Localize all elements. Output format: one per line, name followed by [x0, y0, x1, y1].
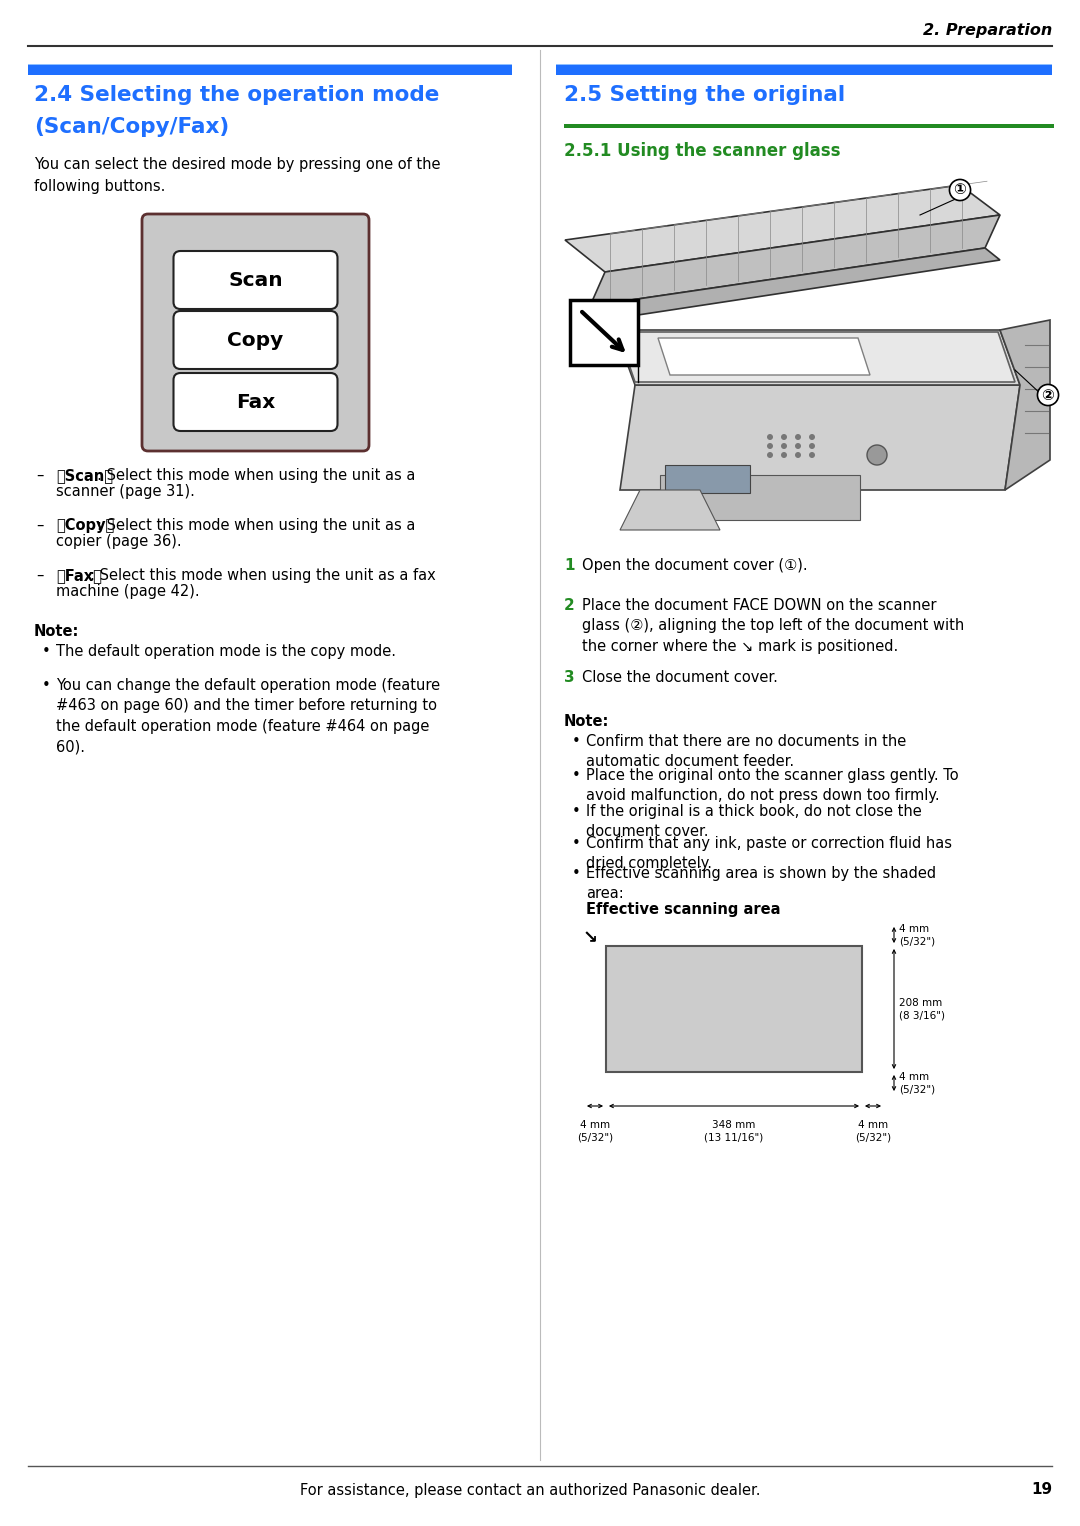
Polygon shape	[1000, 320, 1050, 490]
Text: •: •	[572, 734, 581, 749]
Polygon shape	[590, 249, 1000, 320]
Text: 348 mm
(13 11/16"): 348 mm (13 11/16")	[704, 1120, 764, 1143]
Text: scanner (page 31).: scanner (page 31).	[56, 484, 194, 499]
Text: 2.5 Setting the original: 2.5 Setting the original	[564, 85, 846, 105]
Text: 1: 1	[564, 559, 575, 572]
Circle shape	[781, 452, 787, 458]
Text: 2: 2	[564, 598, 575, 613]
FancyBboxPatch shape	[174, 311, 337, 369]
Text: machine (page 42).: machine (page 42).	[56, 584, 200, 600]
Text: Note:: Note:	[33, 624, 79, 639]
Circle shape	[795, 443, 801, 449]
Polygon shape	[658, 337, 870, 375]
Text: •: •	[572, 768, 581, 783]
Circle shape	[809, 433, 815, 439]
Bar	[28, 64, 512, 69]
Text: For assistance, please contact an authorized Panasonic dealer.: For assistance, please contact an author…	[300, 1482, 760, 1497]
Text: •: •	[572, 865, 581, 881]
Bar	[564, 124, 1054, 128]
Bar	[556, 66, 1052, 75]
Text: 208 mm
(8 3/16"): 208 mm (8 3/16")	[899, 998, 945, 1021]
Text: Confirm that there are no documents in the
automatic document feeder.: Confirm that there are no documents in t…	[586, 734, 906, 769]
Circle shape	[781, 443, 787, 449]
FancyBboxPatch shape	[141, 214, 369, 452]
Polygon shape	[565, 185, 1000, 272]
Text: Place the original onto the scanner glass gently. To
avoid malfunction, do not p: Place the original onto the scanner glas…	[586, 768, 959, 803]
Circle shape	[809, 452, 815, 458]
Polygon shape	[618, 333, 1015, 382]
Bar	[556, 64, 1052, 69]
Text: Fax: Fax	[235, 392, 275, 412]
Text: 【Fax】: 【Fax】	[56, 568, 102, 583]
Text: ①: ①	[954, 183, 967, 197]
Text: Effective scanning area is shown by the shaded
area:: Effective scanning area is shown by the …	[586, 865, 936, 902]
Text: (Scan/Copy/Fax): (Scan/Copy/Fax)	[33, 118, 229, 137]
Text: •: •	[572, 804, 581, 819]
Text: You can change the default operation mode (feature
#463 on page 60) and the time: You can change the default operation mod…	[56, 678, 441, 754]
Text: 19: 19	[1031, 1482, 1052, 1497]
Circle shape	[767, 452, 773, 458]
Circle shape	[809, 443, 815, 449]
Text: –: –	[36, 517, 43, 533]
Text: 4 mm
(5/32"): 4 mm (5/32")	[899, 923, 935, 946]
Text: •: •	[42, 644, 51, 659]
Circle shape	[781, 433, 787, 439]
Text: Effective scanning area: Effective scanning area	[586, 902, 781, 917]
Text: 4 mm
(5/32"): 4 mm (5/32")	[855, 1120, 891, 1143]
Polygon shape	[615, 330, 1020, 385]
Bar	[665, 465, 750, 493]
Text: •: •	[572, 836, 581, 852]
Polygon shape	[620, 490, 720, 530]
Polygon shape	[590, 215, 1000, 307]
Text: 2.4 Selecting the operation mode: 2.4 Selecting the operation mode	[33, 85, 440, 105]
Text: 【Scan】: 【Scan】	[56, 468, 113, 484]
FancyBboxPatch shape	[174, 250, 337, 308]
Bar	[570, 301, 638, 365]
Text: You can select the desired mode by pressing one of the
following buttons.: You can select the desired mode by press…	[33, 157, 441, 194]
Text: 2. Preparation: 2. Preparation	[922, 23, 1052, 38]
Text: –: –	[36, 468, 43, 484]
Text: Place the document FACE DOWN on the scanner
glass (②), aligning the top left of : Place the document FACE DOWN on the scan…	[582, 598, 964, 653]
Text: 4 mm
(5/32"): 4 mm (5/32")	[899, 1071, 935, 1094]
Circle shape	[767, 443, 773, 449]
Text: 4 mm
(5/32"): 4 mm (5/32")	[577, 1120, 613, 1143]
Circle shape	[795, 452, 801, 458]
Text: Close the document cover.: Close the document cover.	[582, 670, 778, 685]
Text: 【Copy】: 【Copy】	[56, 517, 114, 533]
Bar	[660, 475, 860, 520]
Text: : Select this mode when using the unit as a: : Select this mode when using the unit a…	[97, 468, 415, 484]
Circle shape	[795, 433, 801, 439]
Text: copier (page 36).: copier (page 36).	[56, 534, 181, 549]
Bar	[28, 66, 512, 75]
Text: Copy: Copy	[228, 331, 284, 349]
Bar	[606, 946, 862, 1071]
Text: If the original is a thick book, do not close the
document cover.: If the original is a thick book, do not …	[586, 804, 921, 839]
Text: : Select this mode when using the unit as a fax: : Select this mode when using the unit a…	[90, 568, 435, 583]
Text: 2.5.1 Using the scanner glass: 2.5.1 Using the scanner glass	[564, 142, 840, 160]
Circle shape	[767, 433, 773, 439]
Text: Note:: Note:	[564, 714, 609, 729]
Text: Open the document cover (①).: Open the document cover (①).	[582, 559, 808, 572]
Polygon shape	[620, 385, 1020, 490]
Text: ↘: ↘	[582, 929, 597, 948]
Text: The default operation mode is the copy mode.: The default operation mode is the copy m…	[56, 644, 396, 659]
Circle shape	[867, 446, 887, 465]
FancyBboxPatch shape	[174, 372, 337, 430]
Text: : Select this mode when using the unit as a: : Select this mode when using the unit a…	[97, 517, 415, 533]
Text: 3: 3	[564, 670, 575, 685]
Text: •: •	[42, 678, 51, 693]
Text: Scan: Scan	[228, 270, 283, 290]
Text: Confirm that any ink, paste or correction fluid has
dried completely.: Confirm that any ink, paste or correctio…	[586, 836, 951, 871]
Text: ②: ②	[1041, 388, 1054, 403]
Text: –: –	[36, 568, 43, 583]
